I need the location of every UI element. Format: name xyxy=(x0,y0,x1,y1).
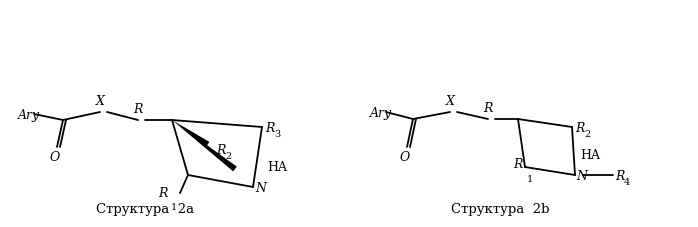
Text: Ary: Ary xyxy=(18,108,40,121)
Polygon shape xyxy=(172,121,209,146)
Text: Структура  2b: Структура 2b xyxy=(451,202,549,215)
Text: N: N xyxy=(576,169,587,182)
Text: R: R xyxy=(514,157,523,170)
Text: N: N xyxy=(255,181,266,194)
Text: X: X xyxy=(96,95,105,108)
Text: R: R xyxy=(133,103,142,116)
Text: Ary: Ary xyxy=(370,106,392,119)
Text: R: R xyxy=(575,121,584,134)
Text: O: O xyxy=(50,150,60,163)
Text: 2: 2 xyxy=(584,129,591,138)
Text: R: R xyxy=(216,143,225,156)
Text: O: O xyxy=(400,150,410,163)
Text: R: R xyxy=(265,121,274,134)
Text: HA: HA xyxy=(580,148,600,161)
Text: R: R xyxy=(615,169,625,182)
Text: X: X xyxy=(445,95,454,108)
Text: 2: 2 xyxy=(225,151,231,160)
Text: 4: 4 xyxy=(624,177,630,186)
Polygon shape xyxy=(172,121,237,172)
Text: HA: HA xyxy=(267,160,287,173)
Text: 1: 1 xyxy=(171,202,177,211)
Text: R: R xyxy=(483,101,493,114)
Text: Структура  2a: Структура 2a xyxy=(96,202,194,215)
Text: 1: 1 xyxy=(527,174,533,183)
Text: 3: 3 xyxy=(274,129,281,138)
Text: R: R xyxy=(158,186,168,199)
